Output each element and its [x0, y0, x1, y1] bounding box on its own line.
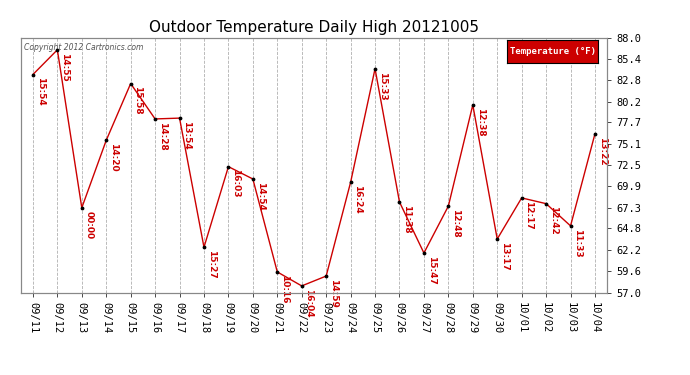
Title: Outdoor Temperature Daily High 20121005: Outdoor Temperature Daily High 20121005 [149, 20, 479, 35]
Text: 15:58: 15:58 [133, 86, 142, 115]
Text: 14:20: 14:20 [109, 143, 118, 172]
Text: 14:54: 14:54 [255, 182, 265, 211]
Text: 12:48: 12:48 [451, 209, 460, 238]
Text: 16:03: 16:03 [231, 170, 240, 198]
Text: 16:24: 16:24 [353, 185, 362, 214]
Text: 15:47: 15:47 [426, 256, 435, 285]
Text: 13:22: 13:22 [598, 136, 607, 165]
Text: 11:33: 11:33 [573, 229, 582, 257]
Text: 12:42: 12:42 [549, 207, 558, 235]
Text: Copyright 2012 Cartronics.com: Copyright 2012 Cartronics.com [23, 43, 143, 52]
Text: 10:16: 10:16 [280, 275, 289, 303]
Text: 00:00: 00:00 [85, 210, 94, 238]
Text: 13:17: 13:17 [500, 242, 509, 270]
Text: 16:04: 16:04 [304, 289, 313, 317]
Text: 14:59: 14:59 [329, 279, 338, 308]
Text: 13:54: 13:54 [182, 121, 191, 150]
Text: 14:28: 14:28 [158, 122, 167, 150]
Text: 15:27: 15:27 [207, 250, 216, 279]
Text: 11:38: 11:38 [402, 205, 411, 233]
Text: 15:33: 15:33 [378, 72, 387, 100]
Text: 15:54: 15:54 [36, 77, 45, 106]
Text: 14:55: 14:55 [60, 53, 69, 81]
Text: 12:17: 12:17 [524, 201, 533, 230]
Text: 12:38: 12:38 [475, 108, 484, 136]
